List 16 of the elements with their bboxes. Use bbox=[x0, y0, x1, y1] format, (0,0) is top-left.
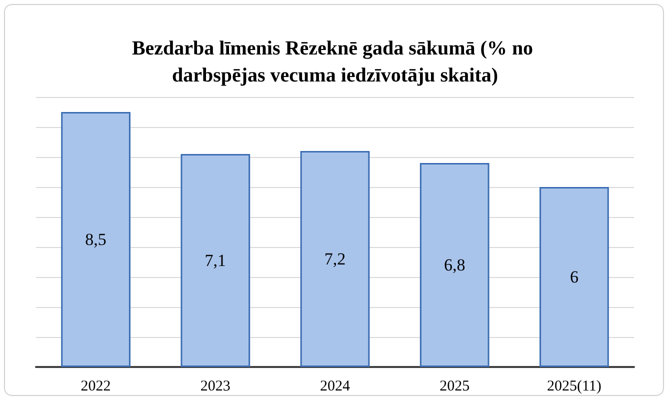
bar bbox=[180, 154, 250, 367]
x-tick-label: 2024 bbox=[320, 378, 350, 394]
data-label: 6 bbox=[570, 268, 578, 286]
chart-title: Bezdarba līmenis Rēzeknē gada sākumā (% no darbspējas vecuma iedzīvotāju skaita) bbox=[132, 38, 538, 86]
bar bbox=[540, 187, 609, 367]
x-tick-label: 2022 bbox=[80, 378, 111, 394]
bar bbox=[420, 163, 490, 367]
bar bbox=[61, 112, 130, 367]
x-tick-label: 2023 bbox=[200, 378, 230, 394]
bar bbox=[300, 151, 370, 367]
data-label: 8,5 bbox=[85, 230, 106, 249]
data-label: 7,2 bbox=[324, 250, 346, 268]
data-label: 6,8 bbox=[444, 256, 466, 274]
data-label: 7,1 bbox=[204, 251, 226, 270]
x-tick-label: 2025(11) bbox=[546, 378, 602, 394]
x-tick-label: 2025 bbox=[440, 378, 470, 394]
